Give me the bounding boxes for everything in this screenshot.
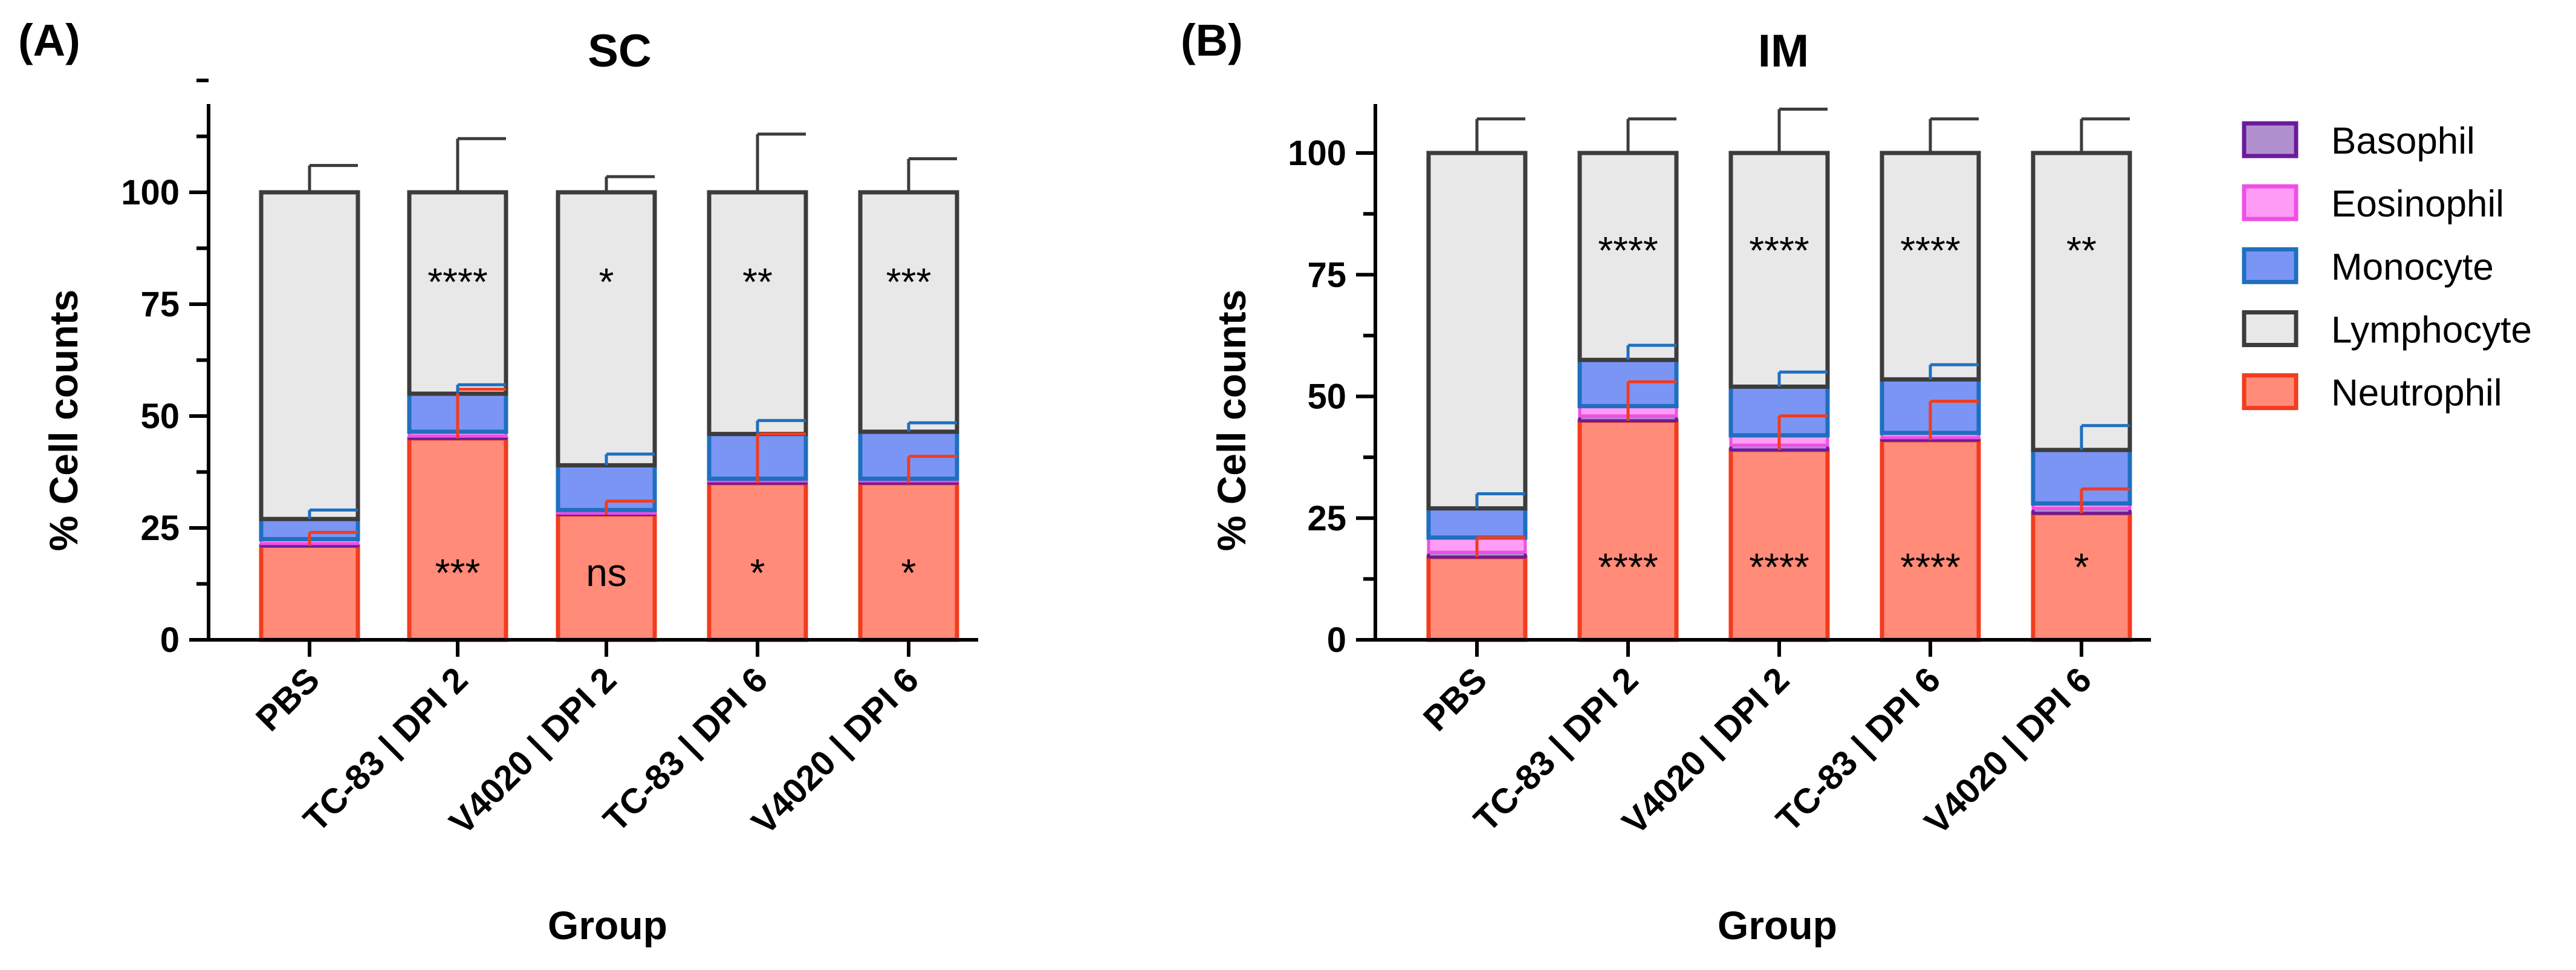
panel-a-segment-neutrophil-pbs [259,544,360,642]
panel-a-sig-lymphocyte-tc-83-dpi-6: ** [742,260,773,304]
panel-b-segment-lymphocyte-tc-83-dpi-2 [1577,151,1679,362]
legend: Basophil Eosinophil Monocyte Lymphocyte Neut… [2242,120,2532,414]
panel-a-segment-neutrophil-tc-83-dpi-6 [707,481,808,642]
panel-a-segment-lymphocyte-tc-83-dpi-6 [707,190,808,437]
panel-b-y-tick-label-50: 50 [1307,377,1346,417]
legend-item-eosinophil: Eosinophil [2242,183,2504,225]
panel-b-bar-tc-83-dpi-6 [1880,117,1981,642]
panel-b-segment-neutrophil-tc-83-dpi-2 [1577,418,1679,642]
panel-a-y-tick-label-25: 25 [140,509,180,548]
legend-label-monocyte: Monocyte [2331,246,2494,288]
panel-b-segment-neutrophil-tc-83-dpi-6 [1880,438,1981,642]
panel-b-bar-pbs [1426,117,1528,642]
legend-item-neutrophil: Neutrophil [2242,373,2502,414]
panel-a-segment-neutrophil-v4020-dpi-6 [858,481,959,642]
panel-b-sig-lymphocyte-v4020-dpi-2: **** [1749,229,1809,272]
legend-item-basophil: Basophil [2242,120,2475,162]
legend-swatch-lymphocyte [2242,310,2299,347]
panel-a-segment-lymphocyte-v4020-dpi-2 [556,190,657,467]
panel-a-y-tick-label-75: 75 [140,285,180,324]
legend-swatch-basophil [2242,121,2299,158]
legend-swatch-monocyte [2242,247,2299,284]
legend-item-lymphocyte: Lymphocyte [2242,310,2532,351]
panel-b-sig-lymphocyte-tc-83-dpi-2: **** [1598,229,1658,272]
panel-a-segment-lymphocyte-pbs [259,190,360,521]
panel-a-y-tick-label-100: 100 [121,173,180,212]
panel-b-y-axis-label: % Cell counts [1209,290,1254,552]
panel-b-sig-neutrophil-v4020-dpi-6: * [2074,545,2089,588]
panel-a-bar-v4020-dpi-6 [858,157,959,642]
panel-b-bar-v4020-dpi-2 [1728,108,1830,642]
panel-b-sig-lymphocyte-v4020-dpi-6: ** [2066,229,2097,272]
panel-b-y-tick-label-75: 75 [1307,255,1346,295]
panel-a-x-axis-label: Group [548,903,667,948]
panel-a-title: SC [588,25,652,77]
legend-swatch-eosinophil [2242,184,2299,221]
panel-a-bar-tc-83-dpi-6 [707,132,808,642]
panel-a-bar-v4020-dpi-2 [556,175,657,642]
legend-label-neutrophil: Neutrophil [2331,373,2502,414]
panel-b-sig-neutrophil-tc-83-dpi-2: **** [1598,545,1658,588]
panel-b-y-tick-label-100: 100 [1288,134,1346,173]
panel-a-sig-neutrophil-v4020-dpi-2: ns [586,551,627,594]
panel-b-y-tick-label-25: 25 [1307,499,1346,538]
panel-b-bar-tc-83-dpi-2 [1577,117,1679,642]
panel-a-sig-lymphocyte-v4020-dpi-6: *** [886,260,932,304]
panel-a-letter: (A) [18,15,80,65]
panel-b: (B) IM % Cell counts Group *************… [1181,15,2151,948]
panel-b-x-axis-label: Group [1718,903,1837,948]
panel-b-segment-lymphocyte-pbs [1426,151,1528,511]
legend-swatch-neutrophil [2242,373,2299,411]
panel-a-y-axis-label: % Cell counts [41,290,86,552]
panel-a-sig-lymphocyte-v4020-dpi-2: * [599,260,614,304]
panel-b-x-tick-label-pbs: PBS [1416,660,1494,738]
panel-b-segment-neutrophil-pbs [1426,555,1528,642]
panel-a-sig-neutrophil-v4020-dpi-6: * [901,551,917,594]
panel-b-segment-monocyte-pbs [1426,506,1528,540]
panel-b-segment-lymphocyte-tc-83-dpi-6 [1880,151,1981,382]
legend-label-eosinophil: Eosinophil [2331,183,2504,225]
panel-b-sig-neutrophil-v4020-dpi-2: **** [1749,545,1809,588]
panel-a-bar-pbs [259,164,360,642]
panel-b-bar-v4020-dpi-6 [2031,117,2132,642]
panel-b-sig-neutrophil-tc-83-dpi-6: **** [1900,545,1961,588]
panel-b-sig-lymphocyte-tc-83-dpi-6: **** [1900,229,1961,272]
legend-label-basophil: Basophil [2331,120,2475,162]
panel-a-y-tick-label-50: 50 [140,397,180,436]
legend-item-monocyte: Monocyte [2242,246,2494,288]
panel-a-y-tick-label-0: 0 [160,620,180,660]
panel-a-x-tick-label-pbs: PBS [248,660,327,738]
panel-b-plot-area: ***************************0255075100PBS… [1288,104,2151,842]
legend-label-lymphocyte: Lymphocyte [2331,310,2532,351]
panel-a-bar-tc-83-dpi-2 [407,137,508,642]
panel-a-segment-lymphocyte-v4020-dpi-6 [858,190,959,434]
panel-b-y-tick-label-0: 0 [1327,620,1346,660]
panel-a-segment-neutrophil-v4020-dpi-2 [556,512,657,642]
panel-a: (A) SC % Cell counts Group *******ns****… [18,15,978,948]
panel-b-title: IM [1758,25,1809,77]
panel-b-letter: (B) [1181,15,1243,65]
panel-b-segment-neutrophil-v4020-dpi-6 [2031,511,2132,642]
panel-a-segment-neutrophil-tc-83-dpi-2 [407,436,508,642]
panel-a-sig-lymphocyte-tc-83-dpi-2: **** [427,260,488,304]
panel-a-sig-neutrophil-tc-83-dpi-6: * [750,551,765,594]
panel-a-sig-neutrophil-tc-83-dpi-2: *** [435,551,481,594]
panel-b-segment-lymphocyte-v4020-dpi-6 [2031,151,2132,452]
